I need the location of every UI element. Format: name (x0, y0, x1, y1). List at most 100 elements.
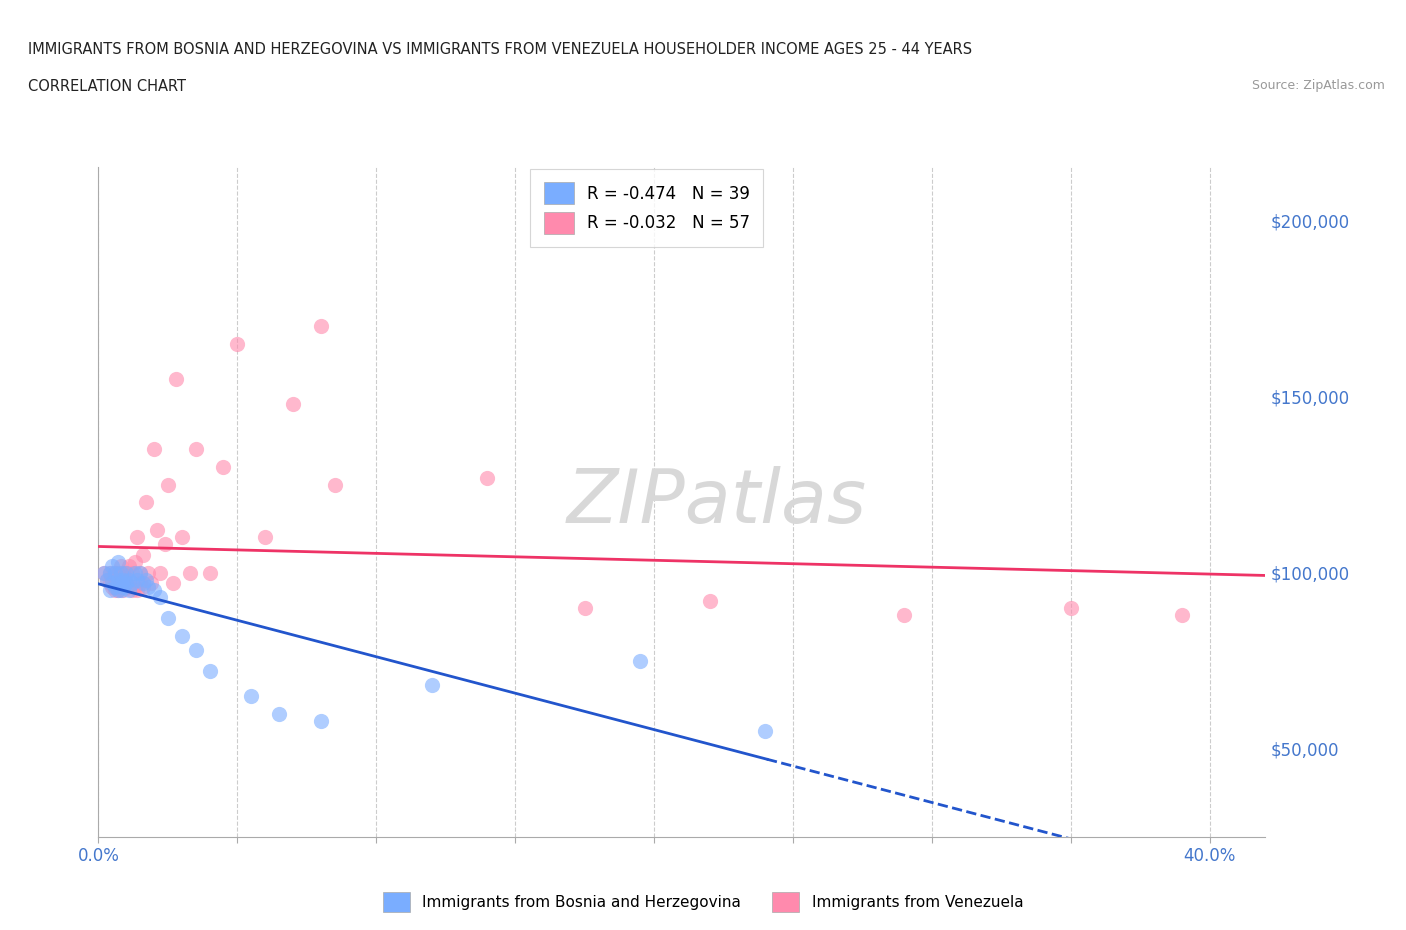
Point (138, 579, 160, 594)
Point (138, 565, 160, 580)
Point (107, 565, 129, 580)
Point (574, 601, 596, 616)
Point (121, 565, 143, 580)
Point (129, 576, 152, 591)
Point (129, 565, 152, 580)
Point (104, 565, 127, 580)
Point (124, 579, 146, 594)
Point (115, 576, 138, 591)
Point (179, 565, 201, 580)
Point (135, 495, 157, 510)
Point (226, 336, 249, 351)
Text: CORRELATION CHART: CORRELATION CHART (28, 79, 186, 94)
Point (281, 396, 304, 411)
Point (127, 572, 149, 587)
Point (184, 643, 207, 658)
Point (127, 530, 149, 545)
Point (96, 572, 118, 587)
Point (107, 554, 129, 569)
Point (170, 530, 193, 545)
Point (115, 565, 138, 580)
Point (112, 565, 135, 580)
Point (132, 548, 155, 563)
Point (98, 565, 121, 580)
Point (156, 477, 179, 492)
Point (98, 576, 121, 591)
Point (240, 688, 263, 703)
Point (107, 583, 129, 598)
Text: IMMIGRANTS FROM BOSNIA AND HERZEGOVINA VS IMMIGRANTS FROM VENEZUELA HOUSEHOLDER : IMMIGRANTS FROM BOSNIA AND HERZEGOVINA V… (28, 42, 972, 57)
Point (129, 565, 152, 580)
Point (101, 558, 124, 573)
Point (754, 724, 776, 738)
Point (107, 583, 129, 598)
Point (143, 583, 166, 598)
Point (118, 583, 141, 598)
Point (121, 583, 143, 598)
Point (118, 572, 141, 587)
Point (162, 576, 184, 591)
Point (104, 576, 127, 591)
Point (110, 576, 132, 591)
Point (98, 565, 121, 580)
Point (323, 477, 346, 492)
Point (1060, 601, 1083, 616)
Point (132, 576, 155, 591)
Point (132, 579, 155, 594)
Point (198, 565, 221, 580)
Point (93, 565, 115, 580)
Legend: R = -0.474   N = 39, R = -0.032   N = 57: R = -0.474 N = 39, R = -0.032 N = 57 (530, 169, 763, 246)
Point (628, 654, 651, 669)
Point (115, 576, 138, 591)
Point (309, 319, 332, 334)
Point (699, 593, 721, 608)
Point (107, 572, 129, 587)
Point (104, 583, 127, 598)
Point (121, 576, 143, 591)
Point (143, 442, 166, 457)
Point (118, 579, 141, 594)
Point (112, 572, 135, 587)
Point (110, 579, 132, 594)
Legend: Immigrants from Bosnia and Herzegovina, Immigrants from Venezuela: Immigrants from Bosnia and Herzegovina, … (377, 886, 1029, 918)
Point (112, 583, 135, 598)
Point (146, 523, 169, 538)
Point (477, 470, 499, 485)
Point (893, 607, 915, 622)
Text: ZIPatlas: ZIPatlas (567, 466, 868, 538)
Point (107, 572, 129, 587)
Point (118, 558, 141, 573)
Point (170, 629, 193, 644)
Point (153, 537, 176, 551)
Point (124, 554, 146, 569)
Point (104, 565, 127, 580)
Point (115, 565, 138, 580)
Point (184, 442, 207, 457)
Point (93, 565, 115, 580)
Point (148, 565, 170, 580)
Point (165, 371, 187, 386)
Point (104, 579, 127, 594)
Point (98, 583, 121, 598)
Point (124, 565, 146, 580)
Point (198, 664, 221, 679)
Point (141, 576, 163, 591)
Text: Source: ZipAtlas.com: Source: ZipAtlas.com (1251, 79, 1385, 92)
Point (267, 706, 290, 721)
Point (148, 590, 170, 604)
Point (101, 576, 124, 591)
Point (96, 572, 118, 587)
Point (127, 583, 149, 598)
Point (110, 558, 132, 573)
Point (420, 678, 443, 693)
Point (1171, 607, 1194, 622)
Point (110, 565, 132, 580)
Point (135, 572, 157, 587)
Point (212, 459, 235, 474)
Point (101, 572, 124, 587)
Point (156, 611, 179, 626)
Point (112, 579, 135, 594)
Point (309, 713, 332, 728)
Point (101, 579, 124, 594)
Point (112, 576, 135, 591)
